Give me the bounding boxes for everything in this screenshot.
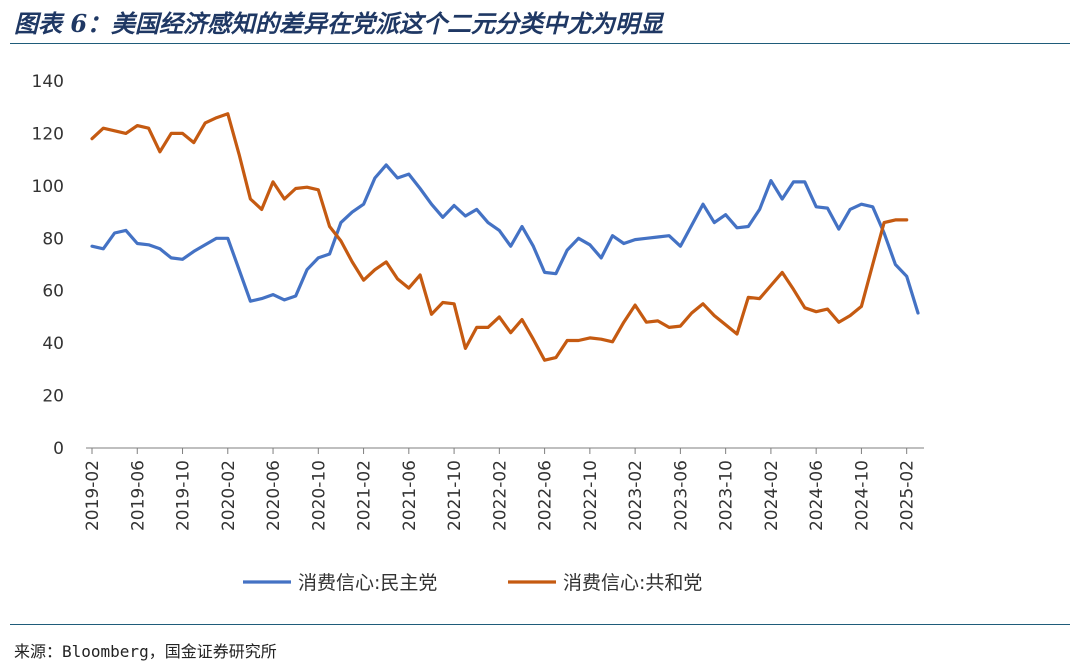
x-tick-label: 2024-06 — [807, 460, 827, 531]
legend-label: 消费信心:民主党 — [298, 572, 437, 594]
x-tick-label: 2020-06 — [264, 460, 284, 531]
series-line-democrat — [90, 163, 920, 315]
series-line-republican — [90, 112, 909, 362]
x-tick-label: 2024-02 — [762, 460, 782, 531]
x-tick-label: 2022-10 — [581, 460, 601, 531]
title-divider — [10, 43, 1070, 44]
x-tick-label: 2025-02 — [898, 460, 918, 531]
y-tick-label: 0 — [53, 439, 64, 459]
legend-entry-democrat: 消费信心:民主党 — [243, 572, 437, 594]
x-tick-label: 2021-06 — [400, 460, 420, 531]
x-tick-label: 2020-10 — [309, 460, 329, 531]
y-tick-label: 60 — [42, 282, 64, 302]
x-tick-label: 2021-10 — [445, 460, 465, 531]
x-axis: 2019-02 2019-06 2019-10 2020-02 2020-06 2020-… — [83, 447, 924, 531]
legend-label: 消费信心:共和党 — [563, 572, 702, 594]
x-tick-label: 2021-02 — [355, 460, 375, 531]
x-tick-label: 2019-10 — [174, 460, 194, 531]
y-tick-label: 120 — [32, 124, 64, 144]
x-tick-label: 2019-06 — [128, 460, 148, 531]
source-note: 来源：Bloomberg，国金证券研究所 — [14, 642, 277, 661]
x-tick-label: 2022-06 — [536, 460, 556, 531]
x-tick-label: 2020-02 — [219, 460, 239, 531]
line-chart: 0 20 40 60 80 100 120 140 2019-02 2019-06 2019-10… — [32, 72, 924, 594]
x-tick-label: 2019-02 — [83, 460, 103, 531]
x-tick-label: 2023-02 — [626, 460, 646, 531]
y-tick-label: 140 — [32, 72, 64, 92]
x-tick-label: 2023-06 — [671, 460, 691, 531]
y-tick-label: 20 — [42, 387, 64, 407]
source-divider — [10, 624, 1070, 625]
y-axis: 0 20 40 60 80 100 120 140 — [32, 72, 64, 459]
legend-entry-republican: 消费信心:共和党 — [508, 572, 702, 594]
y-tick-label: 40 — [42, 334, 64, 354]
x-tick-label: 2022-02 — [490, 460, 510, 531]
page-title: 图表 6：美国经济感知的差异在党派这个二元分类中尤为明显 — [14, 9, 664, 38]
legend: 消费信心:民主党 消费信心:共和党 — [243, 572, 702, 594]
x-tick-label: 2023-10 — [717, 460, 737, 531]
x-tick-label: 2024-10 — [852, 460, 872, 531]
y-tick-label: 100 — [32, 177, 64, 197]
series-layer — [90, 112, 920, 362]
y-tick-label: 80 — [42, 229, 64, 249]
